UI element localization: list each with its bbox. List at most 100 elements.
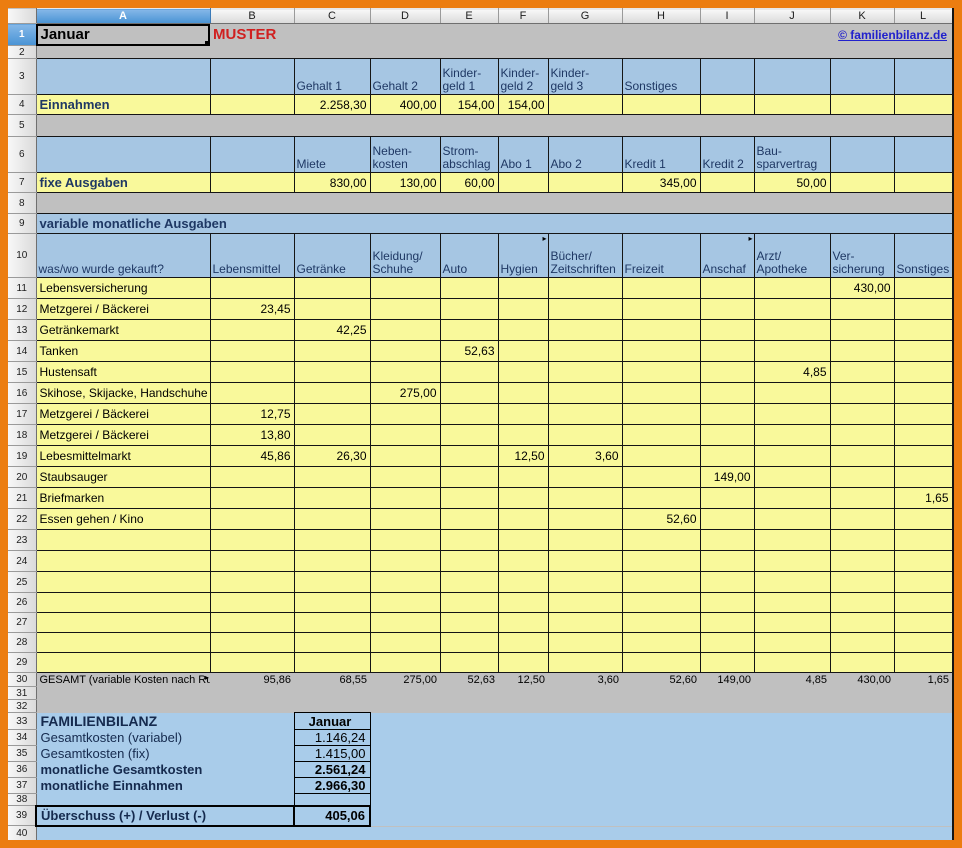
cell-C17[interactable]	[293, 403, 371, 425]
cell-E15[interactable]	[439, 361, 499, 383]
cell-L24[interactable]	[893, 550, 952, 572]
cell-K22[interactable]	[829, 508, 895, 530]
cell-D12[interactable]	[369, 298, 441, 320]
col-header-K[interactable]: K	[830, 8, 895, 24]
row-header-37[interactable]: 37	[8, 777, 37, 794]
cell-D24[interactable]	[369, 550, 441, 572]
cell-I24[interactable]	[699, 550, 755, 572]
row-header-40[interactable]: 40	[8, 825, 37, 840]
cell-G11[interactable]	[547, 277, 623, 299]
cell-E21[interactable]	[439, 487, 499, 509]
cell-C6[interactable]: Miete	[293, 136, 371, 173]
cell-G18[interactable]	[547, 424, 623, 446]
cell-E6[interactable]: Strom- abschlag	[439, 136, 499, 173]
cell-G3[interactable]: Kinder- geld 3	[547, 58, 623, 95]
cell-H15[interactable]	[621, 361, 701, 383]
cell-J15[interactable]: 4,85	[753, 361, 831, 383]
cell-L20[interactable]	[893, 466, 952, 488]
cell-G21[interactable]	[547, 487, 623, 509]
cell-A25[interactable]	[35, 571, 211, 593]
row-header-39[interactable]: 39	[8, 805, 37, 826]
cell-H20[interactable]	[621, 466, 701, 488]
col-header-A[interactable]: A	[36, 8, 211, 24]
cell-F15[interactable]	[497, 361, 549, 383]
cell-J16[interactable]	[753, 382, 831, 404]
cell-G25[interactable]	[547, 571, 623, 593]
cell-D22[interactable]	[369, 508, 441, 530]
cell-K16[interactable]	[829, 382, 895, 404]
cell-F19[interactable]: 12,50	[497, 445, 549, 467]
cell-A28[interactable]	[35, 632, 211, 653]
cell-D19[interactable]	[369, 445, 441, 467]
cell-F11[interactable]	[497, 277, 549, 299]
cell-I26[interactable]	[699, 592, 755, 613]
cell-G28[interactable]	[547, 632, 623, 653]
cell-B6[interactable]	[209, 136, 295, 173]
cell-J13[interactable]	[753, 319, 831, 341]
cell-G6[interactable]: Abo 2	[547, 136, 623, 173]
row-header-3[interactable]: 3	[8, 58, 37, 95]
row-38-filler[interactable]	[370, 793, 952, 806]
cell-L12[interactable]	[893, 298, 952, 320]
cell-C25[interactable]	[293, 571, 371, 593]
cell-H26[interactable]	[621, 592, 701, 613]
cell-G29[interactable]	[547, 652, 623, 673]
cell-I18[interactable]	[699, 424, 755, 446]
cell-K3[interactable]	[829, 58, 895, 95]
cell-C10[interactable]: Getränke	[293, 233, 371, 278]
row-header-28[interactable]: 28	[8, 632, 37, 653]
cell-K27[interactable]	[829, 612, 895, 633]
cell-K20[interactable]	[829, 466, 895, 488]
cell-E30[interactable]: 52,63	[440, 672, 498, 687]
cell-F30[interactable]: 12,50	[498, 672, 548, 687]
row-header-36[interactable]: 36	[8, 761, 37, 778]
row-header-13[interactable]: 13	[8, 319, 37, 341]
cell-E14[interactable]: 52,63	[439, 340, 499, 362]
cell-K26[interactable]	[829, 592, 895, 613]
cell-A13[interactable]: Getränkemarkt	[35, 319, 211, 341]
cell-A21[interactable]: Briefmarken	[35, 487, 211, 509]
cell-E29[interactable]	[439, 652, 499, 673]
summary-value-36[interactable]: 2.561,24	[293, 761, 371, 778]
cell-J27[interactable]	[753, 612, 831, 633]
col-header-E[interactable]: E	[440, 8, 499, 24]
cell-F6[interactable]: Abo 1	[497, 136, 549, 173]
cell-F12[interactable]	[497, 298, 549, 320]
col-header-F[interactable]: F	[498, 8, 549, 24]
selection-fill-handle[interactable]	[205, 40, 210, 46]
cell-A19[interactable]: Lebesmittelmarkt	[35, 445, 211, 467]
cell-D14[interactable]	[369, 340, 441, 362]
cell-A27[interactable]	[35, 612, 211, 633]
cell-I14[interactable]	[699, 340, 755, 362]
cell-E13[interactable]	[439, 319, 499, 341]
row-35-filler[interactable]	[370, 745, 952, 762]
cell-F3[interactable]: Kinder- geld 2	[497, 58, 549, 95]
row-header-1[interactable]: 1	[8, 23, 37, 46]
row-header-31[interactable]: 31	[8, 686, 37, 700]
cell-G12[interactable]	[547, 298, 623, 320]
cell-K28[interactable]	[829, 632, 895, 653]
cell-D15[interactable]	[369, 361, 441, 383]
row-header-35[interactable]: 35	[8, 745, 37, 762]
cell-J12[interactable]	[753, 298, 831, 320]
cell-C29[interactable]	[293, 652, 371, 673]
col-header-L[interactable]: L	[894, 8, 952, 24]
cell-B16[interactable]	[209, 382, 295, 404]
row-header-11[interactable]: 11	[8, 277, 37, 299]
row-header-30[interactable]: 30	[8, 672, 37, 687]
col-header-G[interactable]: G	[548, 8, 623, 24]
cell-I29[interactable]	[699, 652, 755, 673]
cell-H28[interactable]	[621, 632, 701, 653]
cell-B26[interactable]	[209, 592, 295, 613]
cell-A14[interactable]: Tanken	[35, 340, 211, 362]
cell-I21[interactable]	[699, 487, 755, 509]
row-header-38[interactable]: 38	[8, 793, 37, 806]
summary-label-34[interactable]: Gesamtkosten (variabel)	[36, 729, 294, 746]
cell-L28[interactable]	[893, 632, 952, 653]
cell-K25[interactable]	[829, 571, 895, 593]
cell-H27[interactable]	[621, 612, 701, 633]
cell-D13[interactable]	[369, 319, 441, 341]
cell-B22[interactable]	[209, 508, 295, 530]
summary-value-35[interactable]: 1.415,00	[293, 745, 371, 762]
cell-D10[interactable]: Kleidung/ Schuhe	[369, 233, 441, 278]
